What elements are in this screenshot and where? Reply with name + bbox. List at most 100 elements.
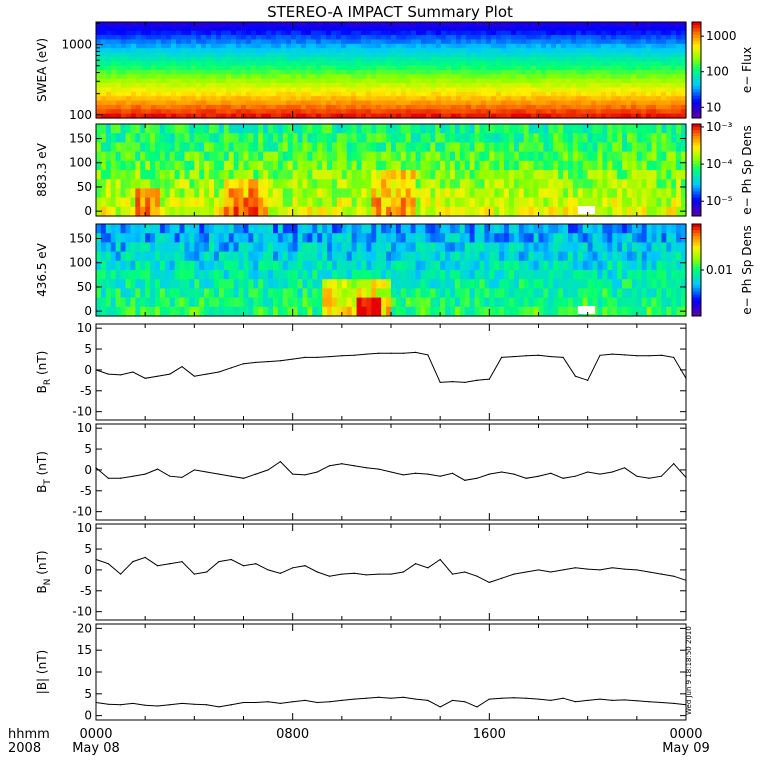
spectrogram-cell: [491, 96, 497, 101]
spectrogram-cell: [465, 261, 471, 271]
spectrogram-cell: [571, 101, 577, 106]
spectrogram-cell: [450, 224, 456, 234]
spectrogram-cell: [140, 161, 146, 171]
spectrogram-cell: [356, 101, 362, 106]
spectrogram-cell: [651, 92, 657, 97]
spectrogram-cell: [581, 101, 587, 106]
spectrogram-cell: [221, 70, 227, 75]
spectrogram-cell: [484, 242, 490, 252]
spectrogram-cell: [96, 142, 102, 152]
spectrogram-cell: [430, 298, 436, 308]
spectrogram-cell: [573, 170, 579, 180]
spectrogram-cell: [611, 109, 617, 114]
y-axis-label: 883.3 eV: [35, 142, 49, 197]
spectrogram-cell: [341, 109, 347, 114]
spectrogram-cell: [598, 198, 604, 208]
spectrogram-cell: [271, 66, 277, 71]
spectrogram-cell: [631, 109, 637, 114]
spectrogram-cell: [484, 152, 490, 162]
spectrogram-cell: [401, 170, 407, 180]
spectrogram-cell: [175, 142, 181, 152]
spectrogram-cell: [445, 207, 451, 217]
spectrogram-cell: [411, 57, 417, 62]
spectrogram-cell: [601, 109, 607, 114]
spectrogram-cell: [666, 96, 672, 101]
spectrogram-cell: [253, 252, 259, 262]
spectrogram-cell: [191, 74, 197, 79]
spectrogram-cell: [191, 31, 197, 36]
spectrogram-cell: [539, 179, 545, 189]
spectrogram-cell: [581, 61, 587, 66]
spectrogram-cell: [258, 179, 264, 189]
spectrogram-cell: [642, 170, 648, 180]
spectrogram-cell: [231, 61, 237, 66]
spectrogram-cell: [563, 233, 569, 243]
spectrogram-cell: [426, 66, 432, 71]
spectrogram-cell: [436, 31, 442, 36]
spectrogram-cell: [236, 92, 242, 97]
spectrogram-cell: [646, 61, 652, 66]
spectrogram-cell: [219, 307, 225, 317]
spectrogram-cell: [306, 26, 312, 31]
spectrogram-cell: [224, 233, 230, 243]
spectrogram-cell: [288, 279, 294, 289]
spectrogram-cell: [539, 224, 545, 234]
spectrogram-cell: [327, 152, 333, 162]
spectrogram-cell: [396, 261, 402, 271]
spectrogram-cell: [526, 66, 532, 71]
spectrogram-cell: [191, 70, 197, 75]
spectrogram-cell: [606, 44, 612, 49]
spectrogram-cell: [351, 109, 357, 114]
spectrogram-cell: [553, 288, 559, 298]
spectrogram-cell: [621, 96, 627, 101]
spectrogram-cell: [121, 161, 127, 171]
spectrogram-cell: [96, 188, 102, 198]
spectrogram-cell: [283, 188, 289, 198]
spectrogram-cell: [666, 79, 672, 84]
spectrogram-cell: [455, 124, 461, 134]
spectrogram-cell: [581, 39, 587, 44]
spectrogram-cell: [281, 92, 287, 97]
spectrogram-cell: [461, 101, 467, 106]
spectrogram-cell: [455, 224, 461, 234]
spectrogram-cell: [327, 252, 333, 262]
spectrogram-cell: [571, 48, 577, 53]
spectrogram-cell: [647, 198, 653, 208]
spectrogram-cell: [548, 233, 554, 243]
spectrogram-cell: [371, 96, 377, 101]
spectrogram-cell: [271, 87, 277, 92]
spectrogram-cell: [657, 124, 663, 134]
colorbar-cell: [692, 99, 701, 103]
spectrogram-cell: [194, 252, 200, 262]
spectrogram-cell: [362, 152, 368, 162]
spectrogram-cell: [631, 48, 637, 53]
spectrogram-cell: [126, 87, 132, 92]
spectrogram-cell: [317, 252, 323, 262]
spectrogram-cell: [401, 26, 407, 31]
spectrogram-cell: [342, 298, 348, 308]
spectrogram-cell: [501, 70, 507, 75]
spectrogram-cell: [121, 35, 127, 40]
spectrogram-cell: [278, 270, 284, 280]
spectrogram-cell: [130, 142, 136, 152]
spectrogram-cell: [366, 92, 372, 97]
spectrogram-cell: [301, 53, 307, 58]
spectrogram-cell: [561, 105, 567, 110]
spectrogram-cell: [566, 35, 572, 40]
spectrogram-cell: [446, 39, 452, 44]
spectrogram-cell: [401, 79, 407, 84]
spectrogram-cell: [246, 22, 252, 27]
spectrogram-cell: [622, 207, 628, 217]
spectrogram-cell: [676, 179, 682, 189]
spectrogram-cell: [480, 133, 486, 143]
spectrogram-cell: [346, 79, 352, 84]
spectrogram-cell: [146, 26, 152, 31]
spectrogram-cell: [421, 26, 427, 31]
spectrogram-cell: [276, 83, 282, 88]
spectrogram-cell: [593, 161, 599, 171]
spectrogram-cell: [219, 142, 225, 152]
spectrogram-cell: [176, 96, 182, 101]
spectrogram-cell: [371, 83, 377, 88]
spectrogram-cell: [136, 61, 142, 66]
spectrogram-cell: [466, 31, 472, 36]
